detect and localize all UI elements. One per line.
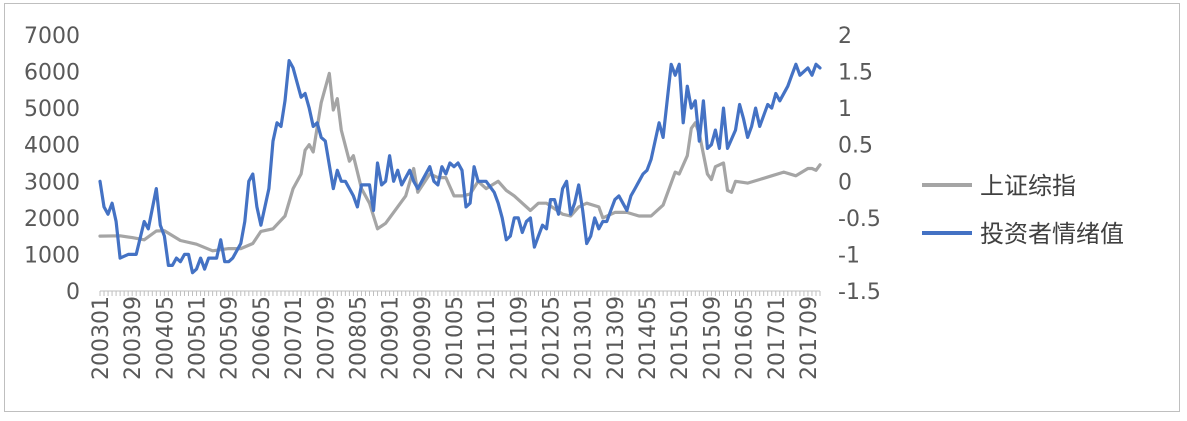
x-tick-label: 200709 [314, 296, 339, 380]
left-tick-label: 6000 [24, 61, 80, 86]
x-tick-label: 201205 [540, 296, 565, 380]
x-tick-label: 201005 [443, 296, 468, 380]
chart-frame [4, 3, 1180, 412]
x-tick-label: 200805 [346, 296, 371, 380]
right-tick-label: 0 [838, 170, 852, 195]
right-axis-ticks: -1.5 -1 -0.5 0 0.5 1 1.5 2 [838, 24, 881, 305]
x-tick-label: 201309 [604, 296, 629, 380]
series-line-1 [98, 71, 822, 253]
left-tick-label: 7000 [24, 24, 80, 49]
left-tick-label: 2000 [24, 207, 80, 232]
left-tick-label: 0 [66, 280, 80, 305]
right-tick-label: 1.5 [838, 61, 873, 86]
x-tick-label: 200605 [250, 296, 275, 380]
right-tick-label: -1.5 [838, 280, 881, 305]
x-axis-ticks: 200301 200309 200405 200501 200509 200605 2007… [89, 291, 822, 380]
x-tick-label: 200509 [218, 296, 243, 380]
x-tick-label: 201509 [700, 296, 725, 380]
x-tick-label: 201605 [733, 296, 758, 380]
x-tick-label: 200405 [153, 296, 178, 380]
x-tick-label: 201301 [572, 296, 597, 380]
right-tick-label: 1 [838, 97, 852, 122]
x-tick-label: 200701 [282, 296, 307, 380]
x-tick-label: 201501 [668, 296, 693, 380]
series-lines [98, 58, 822, 275]
x-tick-label: 200301 [89, 296, 114, 380]
left-axis-ticks: 0 1000 2000 3000 4000 5000 6000 7000 [24, 24, 80, 305]
x-tick-label: 201101 [475, 296, 500, 380]
right-tick-label: 2 [838, 24, 852, 49]
x-tick-label: 201709 [797, 296, 822, 380]
right-tick-label: -1 [838, 243, 860, 268]
legend-label: 上证综指 [980, 172, 1076, 200]
x-tick-label: 201109 [507, 296, 532, 380]
left-tick-label: 1000 [24, 243, 80, 268]
right-tick-label: -0.5 [838, 207, 881, 232]
x-tick-label: 200909 [411, 296, 436, 380]
x-tick-label: 201405 [636, 296, 661, 380]
x-tick-label: 200501 [186, 296, 211, 380]
x-tick-label: 200309 [121, 296, 146, 380]
left-tick-label: 4000 [24, 134, 80, 159]
x-tick-label: 200901 [379, 296, 404, 380]
right-tick-label: 0.5 [838, 134, 873, 159]
left-tick-label: 3000 [24, 170, 80, 195]
left-tick-label: 5000 [24, 97, 80, 122]
x-tick-label: 201701 [765, 296, 790, 380]
legend-label: 投资者情绪值 [980, 220, 1124, 248]
series-line-2 [98, 58, 822, 275]
